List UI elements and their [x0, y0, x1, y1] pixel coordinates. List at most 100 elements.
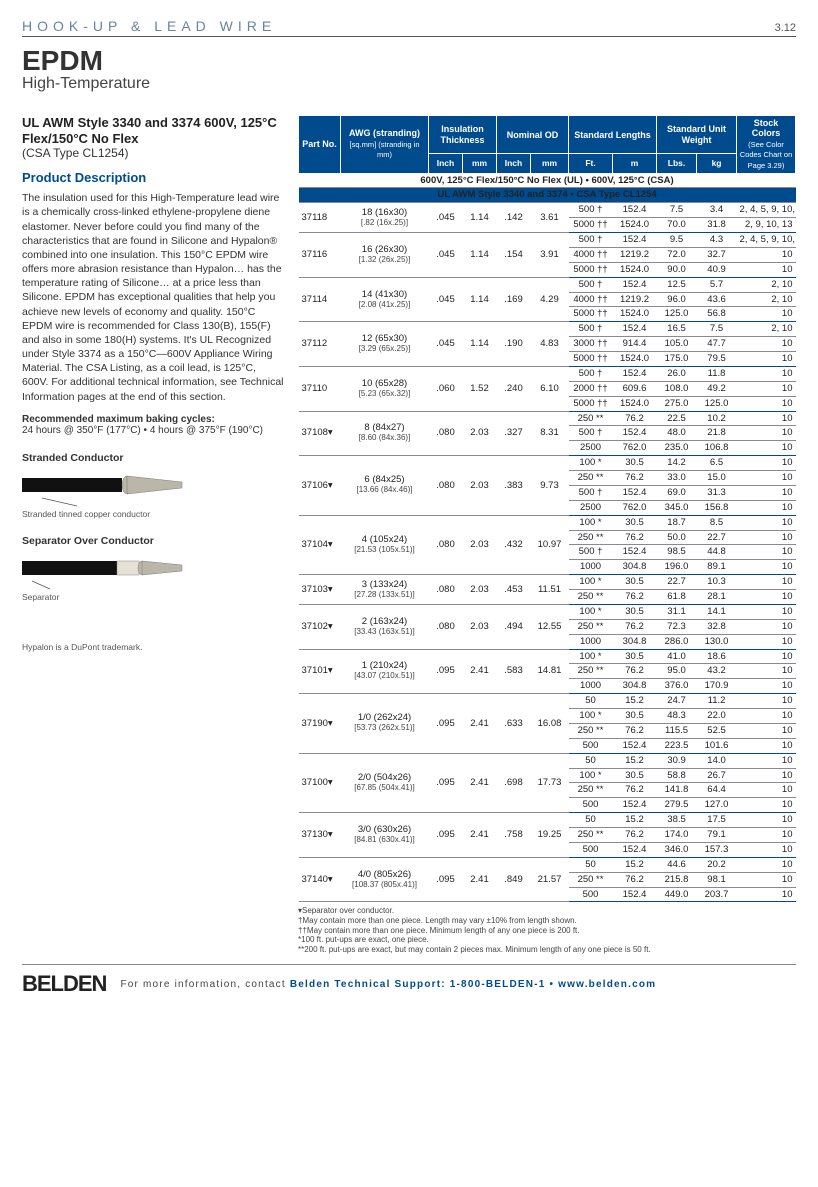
cell-ft: 500: [569, 842, 613, 857]
cell-m: 1524.0: [613, 352, 657, 367]
cell-ft: 50: [569, 694, 613, 709]
cell-lbs: 7.5: [657, 203, 697, 218]
cell-kg: 170.9: [697, 679, 737, 694]
th-mm: mm: [531, 154, 569, 173]
cell-kg: 20.2: [697, 857, 737, 872]
cell-ft: 250 **: [569, 664, 613, 679]
cell-m: 152.4: [613, 545, 657, 560]
cell-ft: 500 †: [569, 426, 613, 441]
th-colors: Stock Colors(See Color Codes Chart on Pa…: [737, 116, 796, 174]
cell-m: 1524.0: [613, 262, 657, 277]
cell-lbs: 72.0: [657, 247, 697, 262]
cell-awg: 3/0 (630x26)[84.81 (630x.41)]: [341, 813, 429, 858]
cell-kg: 79.5: [697, 352, 737, 367]
cell-m: 152.4: [613, 798, 657, 813]
cell-kg: 14.0: [697, 753, 737, 768]
cell-lbs: 31.1: [657, 604, 697, 619]
cell-od-in: .169: [497, 277, 531, 322]
cell-partno: 37101▾: [299, 649, 341, 694]
footnote-line: **200 ft. put-ups are exact, but may con…: [298, 945, 796, 955]
cell-m: 152.4: [613, 426, 657, 441]
cell-partno: 37140▾: [299, 857, 341, 902]
diagram2-label: Separator: [22, 593, 284, 602]
cell-lbs: 9.5: [657, 233, 697, 248]
left-column: UL AWM Style 3340 and 3374 600V, 125°C F…: [22, 115, 284, 954]
cell-partno: 37104▾: [299, 515, 341, 575]
cell-ins-in: .095: [429, 813, 463, 858]
cell-m: 152.4: [613, 738, 657, 753]
cell-m: 76.2: [613, 664, 657, 679]
cell-colors: 10: [737, 515, 796, 530]
cell-lbs: 24.7: [657, 694, 697, 709]
cell-ins-in: .080: [429, 604, 463, 649]
cell-ins-in: .080: [429, 411, 463, 456]
cell-colors: 2, 10: [737, 277, 796, 292]
cell-od-in: .190: [497, 322, 531, 367]
table-row: 37103▾3 (133x24)[27.28 (133x.51)].0802.0…: [299, 575, 796, 590]
cell-kg: 8.5: [697, 515, 737, 530]
cell-lbs: 41.0: [657, 649, 697, 664]
cell-colors: 10: [737, 753, 796, 768]
footnote-line: †May contain more than one piece. Length…: [298, 916, 796, 926]
cell-ins-in: .060: [429, 366, 463, 411]
page-subtitle: High-Temperature: [22, 75, 796, 93]
cell-ins-in: .095: [429, 649, 463, 694]
cell-ft: 500 †: [569, 322, 613, 337]
cell-ins-in: .080: [429, 575, 463, 605]
cell-lbs: 44.6: [657, 857, 697, 872]
cell-lbs: 16.5: [657, 322, 697, 337]
cell-m: 76.2: [613, 411, 657, 426]
cell-colors: 10: [737, 337, 796, 352]
cell-awg: 14 (41x30)[2.08 (41x.25)]: [341, 277, 429, 322]
cell-kg: 98.1: [697, 872, 737, 887]
cell-ft: 100 *: [569, 456, 613, 471]
trademark-note: Hypalon is a DuPont trademark.: [22, 642, 284, 652]
cell-od-mm: 21.57: [531, 857, 569, 902]
cell-od-mm: 19.25: [531, 813, 569, 858]
cell-ft: 250 **: [569, 530, 613, 545]
cell-lbs: 376.0: [657, 679, 697, 694]
cell-m: 152.4: [613, 887, 657, 902]
cell-ins-mm: 2.03: [463, 604, 497, 649]
table-row: 3711212 (65x30)[3.29 (65x.25)].0451.14.1…: [299, 322, 796, 337]
cell-m: 152.4: [613, 485, 657, 500]
cell-ft: 5000 ††: [569, 262, 613, 277]
cell-kg: 47.7: [697, 337, 737, 352]
cell-ins-mm: 1.14: [463, 233, 497, 278]
cell-ft: 100 *: [569, 709, 613, 724]
cell-ft: 250 **: [569, 590, 613, 605]
cell-lbs: 72.3: [657, 619, 697, 634]
cell-colors: 10: [737, 649, 796, 664]
cell-colors: 10: [737, 352, 796, 367]
cell-partno: 37108▾: [299, 411, 341, 456]
th-lbs: Lbs.: [657, 154, 697, 173]
cell-m: 15.2: [613, 753, 657, 768]
cell-m: 152.4: [613, 322, 657, 337]
product-description-head: Product Description: [22, 170, 284, 185]
table-row: 37130▾3/0 (630x26)[84.81 (630x.41)].0952…: [299, 813, 796, 828]
cell-colors: 10: [737, 664, 796, 679]
th-od: Nominal OD: [497, 116, 569, 154]
cell-ins-mm: 2.41: [463, 753, 497, 813]
cell-ft: 250 **: [569, 723, 613, 738]
section-subheader: UL AWM Style 3340 and 3374 • CSA Type CL…: [299, 188, 796, 203]
cell-colors: 10: [737, 723, 796, 738]
cell-kg: 44.8: [697, 545, 737, 560]
cell-lbs: 61.8: [657, 590, 697, 605]
th-inch: Inch: [429, 154, 463, 173]
cell-m: 76.2: [613, 619, 657, 634]
cell-m: 914.4: [613, 337, 657, 352]
cell-colors: 10: [737, 813, 796, 828]
cell-ft: 3000 ††: [569, 337, 613, 352]
cell-awg: 18 (16x30)[.82 (16x.25)]: [341, 203, 429, 233]
cell-od-in: .583: [497, 649, 531, 694]
cell-lbs: 58.8: [657, 768, 697, 783]
cell-colors: 2, 4, 5, 9, 10, 13: [737, 203, 796, 218]
belden-logo: BELDEN: [22, 971, 106, 997]
cell-ft: 4000 ††: [569, 247, 613, 262]
cell-colors: 10: [737, 575, 796, 590]
product-description-body: The insulation used for this High-Temper…: [22, 191, 284, 404]
cell-ft: 500 †: [569, 366, 613, 381]
cell-colors: 10: [737, 307, 796, 322]
cell-ft: 1000: [569, 679, 613, 694]
